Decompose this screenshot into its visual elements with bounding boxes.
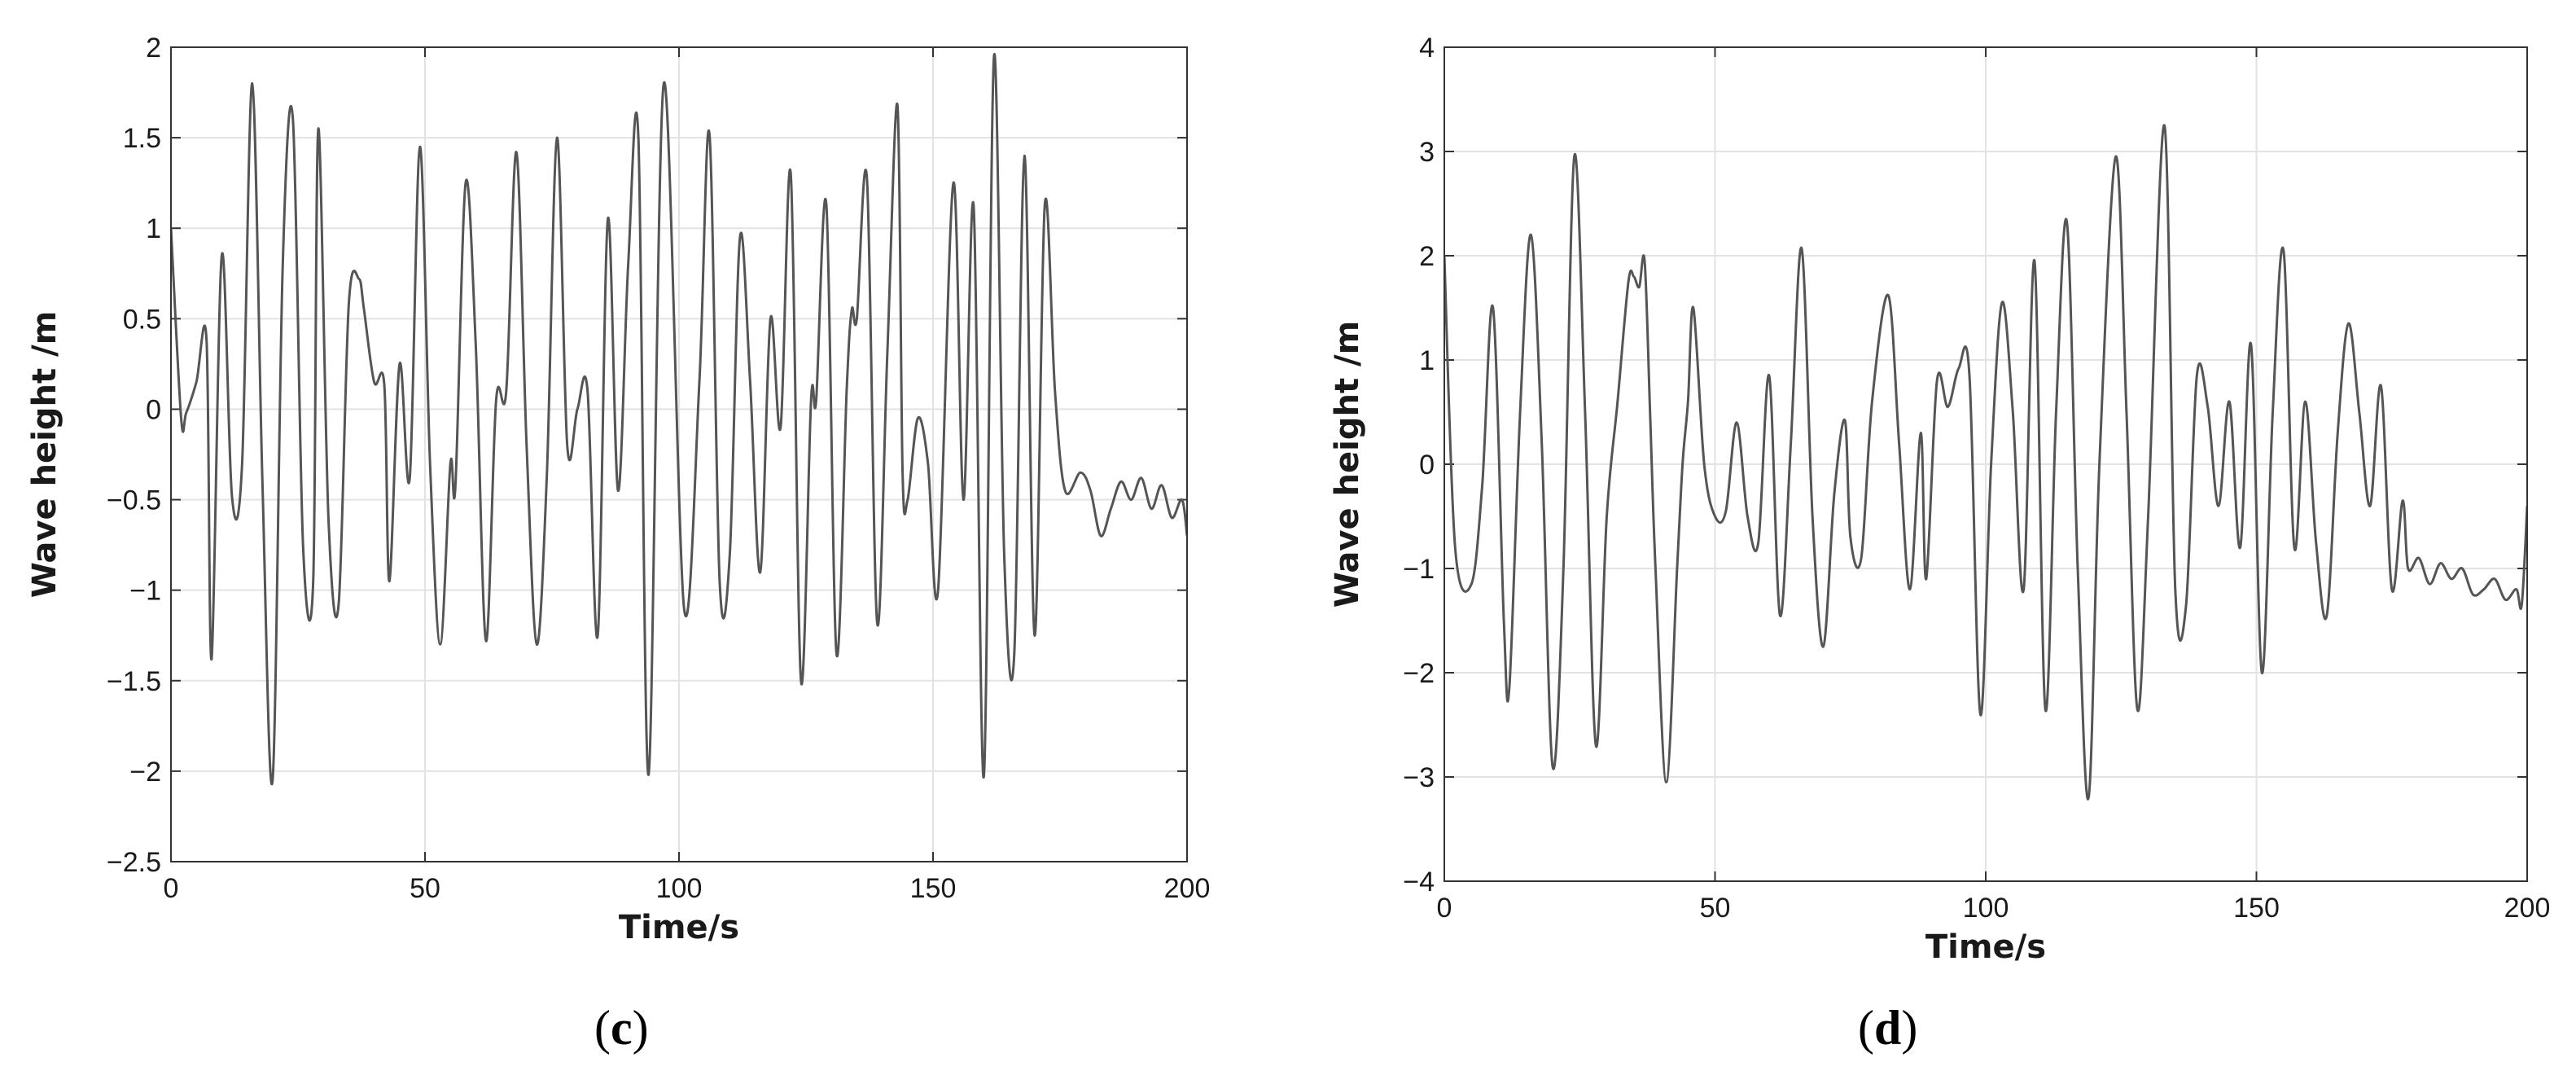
x-tick-label: 100 [656, 873, 703, 904]
caption-d: (d) [1858, 1001, 1918, 1055]
y-tick-label: −1 [1403, 554, 1435, 585]
series-line [1444, 124, 2527, 801]
axes-frame [1444, 46, 2528, 882]
y-tick-label: −1.5 [107, 666, 161, 697]
y-tick-label: 2 [1419, 241, 1435, 272]
y-tick-label: 1.5 [123, 123, 161, 154]
y-tick-label: −3 [1403, 762, 1435, 793]
chart-c-svg: 0 50 100 150 200 −2.5 −2 −1.5 −1 −0.5 0 0.5 1 1.5 2 Tim… [26, 33, 1211, 946]
y-tick-label: 2 [146, 33, 161, 64]
y-tick-label: 0.5 [123, 304, 161, 335]
x-tick-label: 50 [1700, 893, 1731, 924]
x-axis-label: Time/s [619, 909, 739, 946]
y-tick-label: 0 [146, 394, 161, 425]
y-tick-label: 4 [1419, 33, 1435, 64]
y-tick-label: −2 [1403, 658, 1435, 689]
x-axis-label: Time/s [1925, 928, 2046, 966]
y-axis-label: Wave height /m [1329, 321, 1366, 608]
caption-c: (c) [594, 1001, 649, 1055]
x-tick-label: 200 [2504, 893, 2551, 924]
chart-panel-c: 0 50 100 150 200 −2.5 −2 −1.5 −1 −0.5 0 0.5 1 1.5 2 Tim… [26, 33, 1211, 1055]
x-tick-label: 150 [910, 873, 957, 904]
y-tick-label: 1 [1419, 345, 1435, 376]
series-line [171, 52, 1187, 786]
y-tick-label: 3 [1419, 137, 1435, 168]
x-tick-label: 0 [164, 873, 179, 904]
x-tick-label: 50 [410, 873, 440, 904]
y-tick-label: −4 [1403, 867, 1435, 897]
y-axis-label: Wave height /m [26, 311, 64, 599]
y-tick-label: 0 [1419, 450, 1435, 481]
x-tick-label: 0 [1437, 893, 1452, 924]
y-tick-label: −1 [129, 576, 161, 607]
x-tick-label: 200 [1164, 873, 1211, 904]
axes-frame [170, 46, 1188, 862]
y-tick-label: −2 [129, 757, 161, 788]
chart-d-svg: 0 50 100 150 200 −4 −3 −2 −1 0 1 2 3 4 Time/s Wave heig… [1329, 33, 2551, 966]
y-tick-label: −0.5 [107, 485, 161, 516]
y-tick-label: 1 [146, 213, 161, 244]
y-tick-label: −2.5 [107, 847, 161, 878]
x-tick-label: 150 [2233, 893, 2280, 924]
x-tick-label: 100 [1963, 893, 2009, 924]
chart-panel-d: 0 50 100 150 200 −4 −3 −2 −1 0 1 2 3 4 Time/s Wave heig… [1288, 0, 2576, 1084]
